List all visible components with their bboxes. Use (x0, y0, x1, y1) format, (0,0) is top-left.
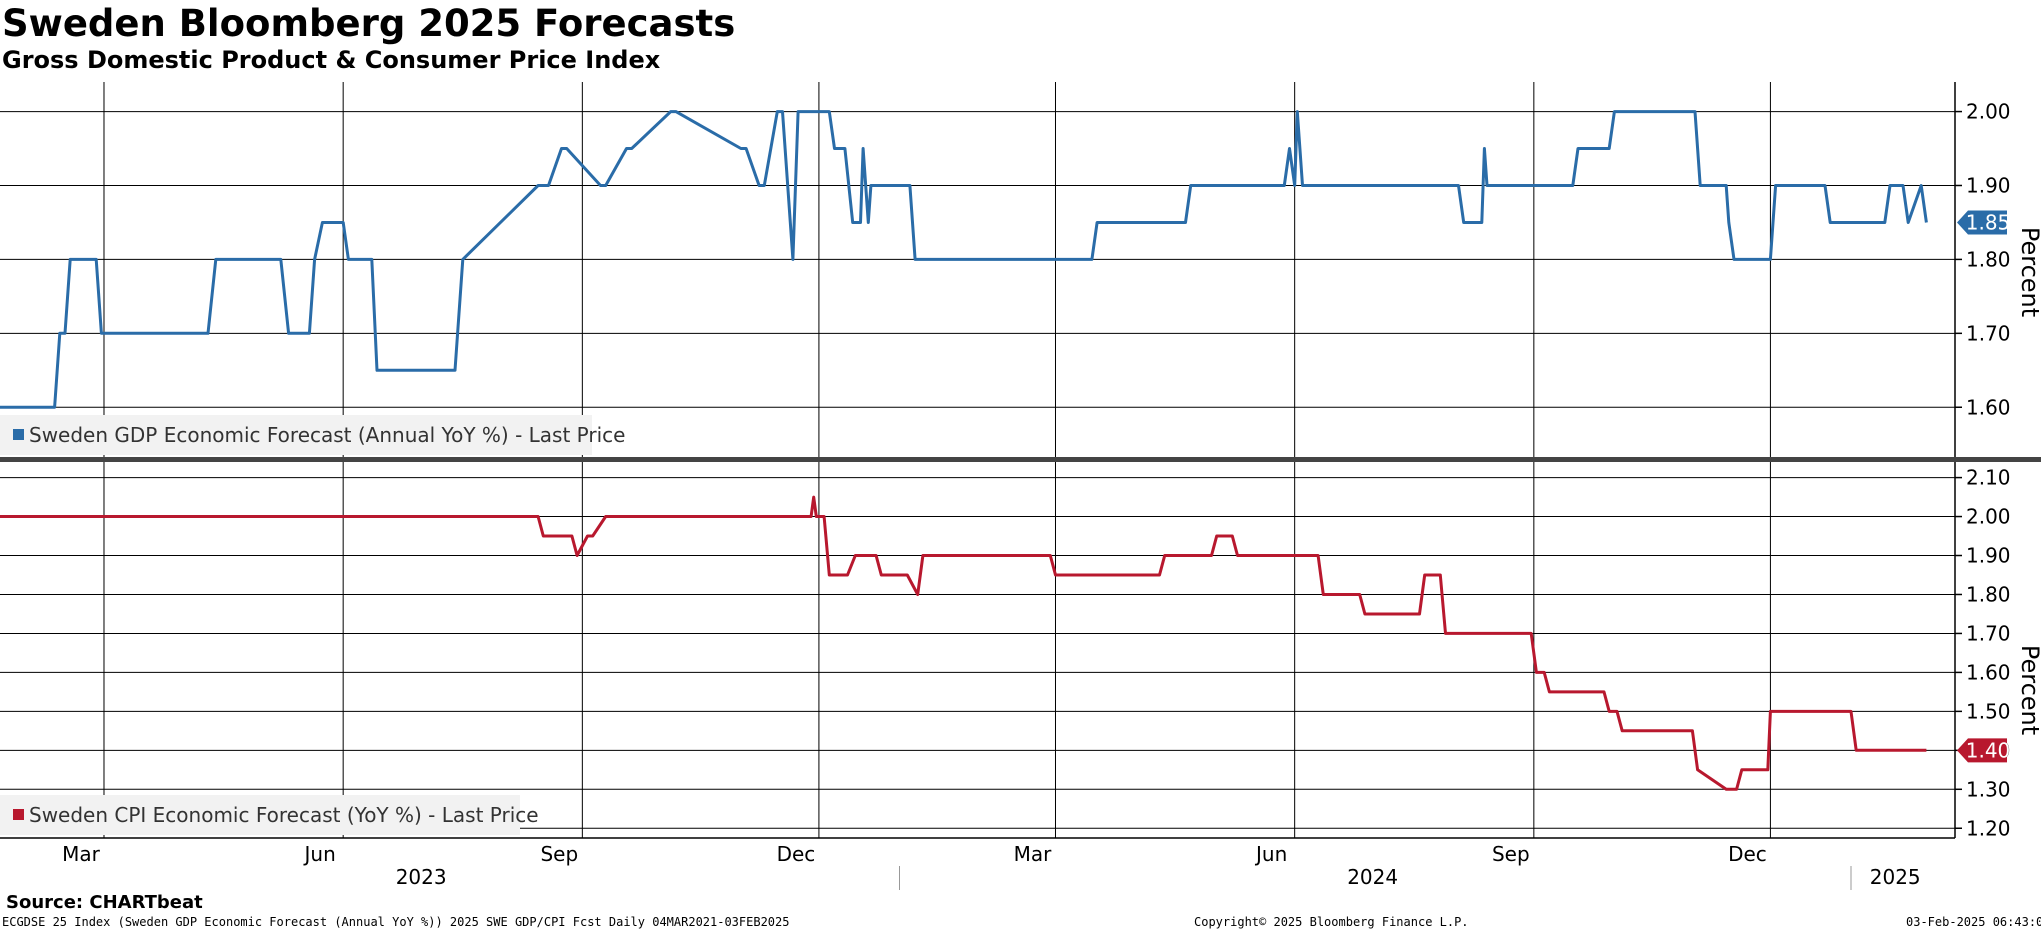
chart-title: Sweden Bloomberg 2025 Forecasts (2, 2, 736, 45)
x-month-label: Mar (1014, 842, 1053, 866)
gdp-legend-label: Sweden GDP Economic Forecast (Annual YoY… (29, 423, 625, 447)
x-month-label: Dec (1728, 842, 1767, 866)
cpi-last-price-value: 1.40 (1966, 738, 2011, 762)
gdp-series-line (0, 110, 1928, 409)
cpi-legend-box (0, 795, 520, 835)
gdp-legend-box (0, 415, 592, 455)
footer-copyright: Copyright© 2025 Bloomberg Finance L.P. (1194, 915, 1469, 929)
y-tick-label: 2.10 (1966, 466, 2011, 490)
x-month-label: Sep (1492, 842, 1530, 866)
y-tick-label: 2.00 (1966, 505, 2011, 529)
panel-separator (0, 457, 2041, 462)
cpi-legend-label: Sweden CPI Economic Forecast (YoY %) - L… (29, 803, 539, 827)
y-tick-label: 1.70 (1966, 321, 2011, 345)
y-tick-label: 1.60 (1966, 660, 2011, 684)
source-note: Source: CHARTbeat (6, 892, 203, 913)
y-tick-label: 1.90 (1966, 173, 2011, 197)
x-year-label: 2025 (1870, 865, 1921, 889)
footer-description: ECGDSE 25 Index (Sweden GDP Economic For… (2, 915, 790, 929)
x-month-label: Mar (62, 842, 101, 866)
y-axis-title: Percent (2016, 227, 2041, 317)
footer-timestamp: 03-Feb-2025 06:43:06 (1906, 915, 2041, 929)
cpi-last-price-tag (1957, 738, 2007, 763)
y-tick-label: 1.90 (1966, 544, 2011, 568)
y-axis-title: Percent (2016, 645, 2041, 735)
gdp-last-price-tag (1957, 210, 2007, 235)
gdp-legend-swatch (13, 429, 24, 440)
x-year-label: 2024 (1347, 865, 1398, 889)
cpi-series-line (0, 495, 1927, 791)
y-tick-label: 2.00 (1966, 100, 2011, 124)
x-month-label: Jun (1254, 842, 1287, 866)
y-tick-label: 1.70 (1966, 621, 2011, 645)
x-month-label: Dec (777, 842, 816, 866)
chart-subtitle: Gross Domestic Product & Consumer Price … (2, 46, 661, 74)
gdp-last-price-value: 1.85 (1966, 210, 2011, 234)
y-tick-label: 1.30 (1966, 777, 2011, 801)
y-tick-label: 1.60 (1966, 395, 2011, 419)
series-layer (0, 110, 1928, 791)
axis-layer (0, 82, 2041, 890)
y-tick-label: 1.20 (1966, 816, 2011, 840)
x-year-label: 2023 (396, 865, 447, 889)
y-tick-label: 1.80 (1966, 247, 2011, 271)
y-tick-label: 1.80 (1966, 582, 2011, 606)
y-tick-label: 1.50 (1966, 699, 2011, 723)
x-month-label: Jun (303, 842, 336, 866)
x-month-label: Sep (540, 842, 578, 866)
cpi-legend-swatch (13, 809, 24, 820)
